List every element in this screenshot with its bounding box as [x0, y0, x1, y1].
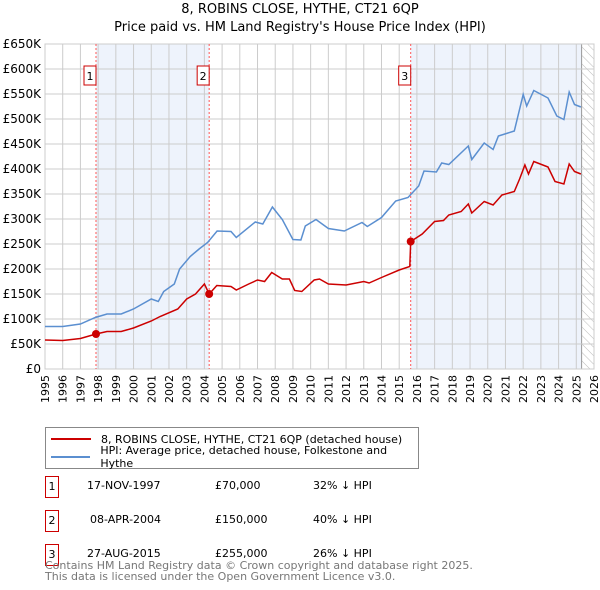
sale-point — [205, 290, 214, 298]
transaction-price: £150,000 — [215, 513, 268, 526]
y-tick-label: £350K — [3, 187, 43, 201]
legend: 8, ROBINS CLOSE, HYTHE, CT21 6QP (detach… — [45, 427, 419, 470]
x-tick-label: 2010 — [305, 375, 318, 403]
y-tick-label: £100K — [3, 312, 43, 326]
x-tick-label: 2015 — [393, 375, 406, 403]
x-tick-label: 2017 — [429, 375, 442, 403]
x-tick-label: 1997 — [74, 375, 87, 403]
x-tick-label: 2003 — [181, 375, 194, 403]
y-tick-label: £600K — [3, 62, 43, 76]
sale-badge-label: 3 — [401, 70, 408, 83]
x-tick-label: 1996 — [57, 375, 70, 403]
x-tick-label: 2002 — [163, 375, 176, 403]
y-tick-label: £250K — [3, 237, 43, 251]
plot-border — [44, 43, 595, 370]
transaction-badge: 3 — [45, 544, 59, 566]
transaction-date: 08-APR-2004 — [90, 513, 162, 526]
x-tick-label: 2012 — [340, 375, 353, 403]
sale-point — [92, 330, 101, 338]
x-tick-label: 2007 — [252, 375, 265, 403]
footer-licence: This data is licensed under the Open Gov… — [45, 570, 396, 583]
series-line — [44, 160, 582, 342]
transaction-delta: 26% ↓ HPI — [313, 547, 372, 560]
transaction-delta: 40% ↓ HPI — [313, 513, 372, 526]
legend-swatch-hpi — [51, 456, 91, 458]
sale-badge — [196, 65, 210, 86]
x-tick-label: 2005 — [216, 375, 229, 403]
ownership-shade — [96, 44, 210, 369]
x-tick-label: 2023 — [535, 375, 548, 403]
x-tick-label: 2024 — [553, 375, 566, 403]
x-tick-label: 1995 — [39, 375, 52, 403]
x-tick-label: 1999 — [110, 375, 123, 403]
y-tick-label: £0 — [26, 362, 41, 376]
x-tick-label: 2022 — [517, 375, 530, 403]
x-tick-label: 2019 — [464, 375, 477, 403]
x-tick-label: 2009 — [287, 375, 300, 403]
x-tick-label: 2014 — [375, 375, 388, 403]
y-tick-label: £650K — [3, 37, 43, 51]
legend-item-property: 8, ROBINS CLOSE, HYTHE, CT21 6QP (detach… — [51, 431, 402, 447]
x-tick-label: 1998 — [92, 375, 105, 403]
x-tick-label: 2013 — [358, 375, 371, 403]
ownership-shade — [410, 44, 582, 369]
transaction-price: £70,000 — [215, 479, 261, 492]
sale-badge — [398, 65, 412, 86]
x-tick-label: 2025 — [570, 375, 583, 403]
y-tick-label: £150K — [3, 287, 43, 301]
transaction-price: £255,000 — [215, 547, 268, 560]
transaction-date: 17-NOV-1997 — [87, 479, 161, 492]
legend-swatch-property — [51, 438, 91, 440]
x-tick-label: 2011 — [322, 375, 335, 403]
footer-copyright: Contains HM Land Registry data © Crown c… — [45, 559, 473, 572]
y-tick-label: £50K — [10, 337, 42, 351]
x-tick-label: 2021 — [499, 375, 512, 403]
transaction-badge: 1 — [45, 476, 59, 498]
transaction-date: 27-AUG-2015 — [87, 547, 161, 560]
sale-point — [406, 237, 415, 246]
x-tick-label: 2016 — [411, 375, 424, 403]
y-tick-label: £400K — [3, 162, 43, 176]
x-tick-label: 2004 — [198, 375, 211, 403]
x-tick-label: 2018 — [446, 375, 459, 403]
price-chart: 1995 1996 1997 1998 1999 2000 2001 2002 2003 2004… — [3, 37, 600, 403]
x-tick-label: 2026 — [588, 375, 600, 403]
legend-item-hpi: HPI: Average price, detached house, Folk… — [51, 444, 418, 470]
sale-badge-label: 2 — [200, 70, 207, 83]
sale-badge — [83, 65, 97, 86]
chart-title: 8, ROBINS CLOSE, HYTHE, CT21 6QP — [181, 2, 419, 17]
x-tick-label: 2008 — [269, 375, 282, 403]
legend-label-hpi: HPI: Average price, detached house, Folk… — [100, 444, 388, 470]
x-tick-label: 2001 — [145, 375, 158, 403]
series-line — [45, 89, 582, 328]
forecast-hatch — [581, 44, 594, 369]
y-tick-label: £200K — [3, 262, 43, 276]
x-tick-label: 2020 — [482, 375, 495, 403]
y-tick-label: £450K — [3, 137, 43, 151]
transaction-badge: 2 — [45, 510, 59, 532]
y-tick-label: £500K — [3, 112, 43, 126]
transaction-delta: 32% ↓ HPI — [313, 479, 372, 492]
legend-label-property: 8, ROBINS CLOSE, HYTHE, CT21 6QP (detach… — [101, 432, 403, 446]
sale-badge-label: 1 — [87, 70, 94, 83]
chart-subtitle: Price paid vs. HM Land Registry's House … — [114, 20, 486, 35]
x-tick-label: 2000 — [128, 375, 141, 403]
y-tick-label: £550K — [3, 87, 43, 101]
x-tick-label: 2006 — [234, 375, 247, 403]
y-tick-label: £300K — [3, 212, 43, 226]
